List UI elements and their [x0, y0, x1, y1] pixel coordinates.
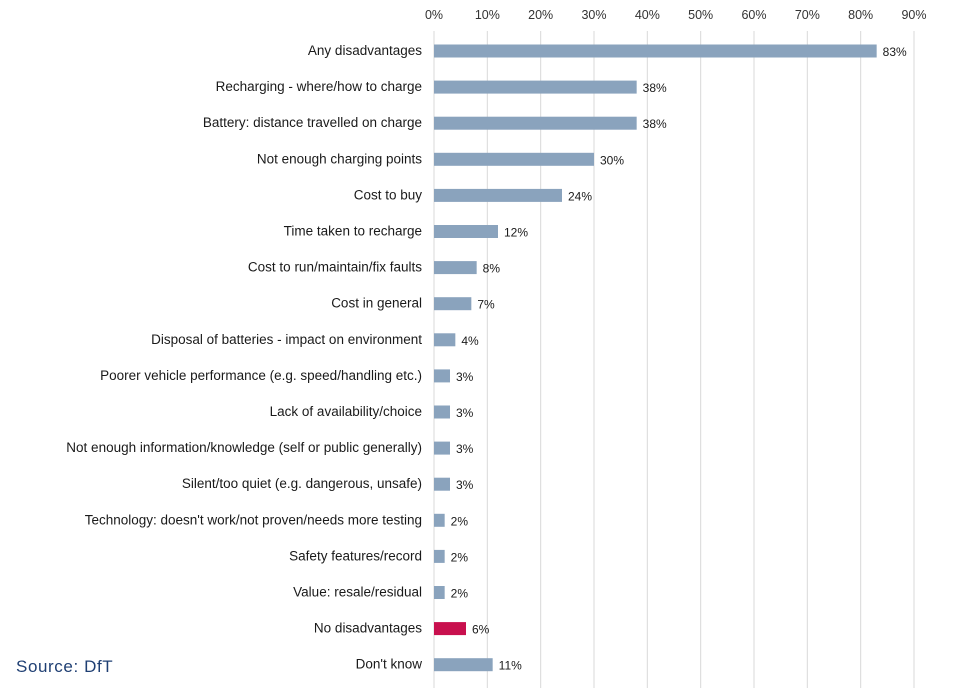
category-label: Cost to buy	[354, 187, 423, 202]
data-label: 3%	[456, 478, 474, 492]
bar	[434, 369, 450, 383]
bar	[434, 513, 445, 527]
bar	[434, 405, 450, 419]
x-tick-label: 10%	[475, 8, 500, 22]
source-note: Source: DfT	[16, 657, 114, 676]
category-label: Poorer vehicle performance (e.g. speed/h…	[100, 368, 422, 383]
bar	[434, 333, 456, 347]
data-label: 38%	[643, 81, 667, 95]
data-label: 2%	[451, 514, 469, 528]
category-label: Not enough charging points	[257, 151, 422, 166]
data-label: 6%	[472, 623, 490, 637]
bar	[434, 549, 445, 563]
bar	[434, 225, 498, 238]
data-label: 3%	[456, 370, 474, 384]
data-label: 2%	[451, 587, 469, 601]
bar	[434, 261, 477, 275]
bar	[434, 441, 450, 455]
bar	[434, 80, 637, 94]
data-label: 4%	[461, 334, 479, 348]
data-label: 38%	[643, 117, 667, 131]
category-label: Cost to run/maintain/fix faults	[248, 260, 422, 275]
x-tick-label: 40%	[635, 8, 660, 22]
category-label: Value: resale/residual	[293, 585, 422, 600]
bar	[434, 44, 877, 58]
bar	[434, 116, 637, 130]
category-label: Silent/too quiet (e.g. dangerous, unsafe…	[182, 476, 422, 491]
category-label: Safety features/record	[289, 548, 422, 563]
x-tick-label: 70%	[795, 8, 820, 22]
bar	[434, 658, 493, 672]
category-label: Battery: distance travelled on charge	[203, 115, 422, 130]
category-label: Cost in general	[331, 296, 422, 311]
data-label: 24%	[568, 189, 592, 203]
category-label: Technology: doesn't work/not proven/need…	[85, 512, 422, 527]
x-tick-label: 90%	[901, 8, 926, 22]
category-label: Time taken to recharge	[284, 224, 422, 239]
data-label: 8%	[483, 262, 501, 276]
x-tick-label: 60%	[741, 8, 766, 22]
bar	[434, 188, 562, 202]
bar	[434, 586, 445, 599]
category-label: Not enough information/knowledge (self o…	[66, 440, 422, 455]
category-label: Any disadvantages	[308, 43, 422, 58]
category-label: Disposal of batteries - impact on enviro…	[151, 332, 422, 347]
data-label: 7%	[477, 298, 495, 312]
x-tick-label: 80%	[848, 8, 873, 22]
bar	[434, 622, 466, 636]
data-label: 30%	[600, 153, 624, 167]
x-tick-label: 30%	[581, 8, 606, 22]
x-tick-label: 20%	[528, 8, 553, 22]
bar	[434, 152, 594, 166]
category-label: Don't know	[356, 657, 423, 672]
category-label: No disadvantages	[314, 621, 422, 636]
data-label: 3%	[456, 406, 474, 420]
category-label: Recharging - where/how to charge	[216, 79, 422, 94]
data-label: 12%	[504, 226, 528, 240]
data-label: 3%	[456, 442, 474, 456]
data-label: 11%	[499, 659, 522, 673]
bar	[434, 477, 450, 491]
data-label: 83%	[883, 45, 907, 59]
x-tick-label: 0%	[425, 8, 443, 22]
data-label: 2%	[451, 550, 469, 564]
x-tick-label: 50%	[688, 8, 713, 22]
category-label: Lack of availability/choice	[270, 404, 422, 419]
bar	[434, 297, 472, 311]
